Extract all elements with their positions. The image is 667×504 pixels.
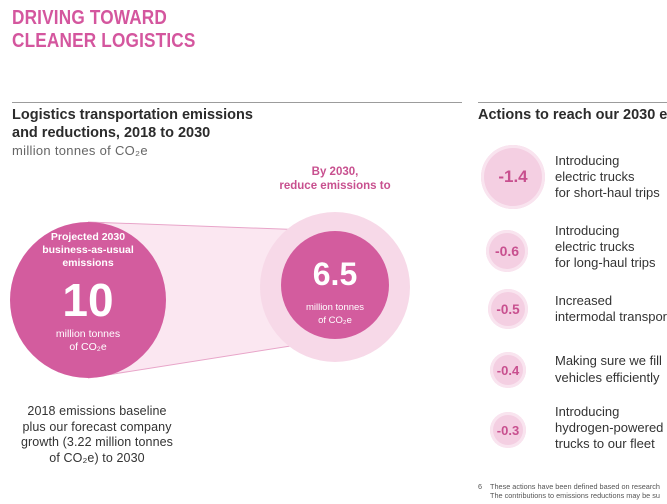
target-emissions-circle [281,231,389,339]
projected-label-line: Projected 2030 [50,231,126,243]
action-description: Increased intermodal transpor [555,293,667,325]
action-description-line: electric trucks [555,169,635,184]
baseline-note-line: plus our forecast company [22,419,172,434]
page-title-line: DRIVING TOWARD [12,7,167,29]
action-description: Introducing hydrogen-powered trucks to o… [555,404,663,452]
section-divider-right [478,102,667,103]
projected-emissions-unit: million tonnes of CO₂e [10,328,166,354]
action-value-circle: -0.5 [488,289,528,329]
action-description-line: for long-haul trips [555,255,656,270]
action-value: -1.4 [498,167,528,186]
projected-label-line: emissions [62,257,114,269]
action-description: Introducing electric trucks for long-hau… [555,223,655,271]
action-description-line: trucks to our fleet [555,436,655,451]
action-value: -0.3 [496,422,520,438]
action-description-line: Introducing [555,153,620,168]
page-title-line: CLEANER LOGISTICS [12,30,196,52]
footnote-text: These actions have been defined based on… [490,482,660,500]
action-value: -0.4 [496,362,520,378]
target-unit-line: of CO₂e [318,315,352,326]
target-caption-line: By 2030, [311,166,359,178]
action-description-line: for short-haul trips [555,185,660,200]
target-emissions-unit: million tonnes of CO₂e [281,301,389,327]
action-description-line: Increased [555,293,613,308]
footnote-line: These actions have been defined based on… [490,482,660,491]
baseline-note-line: growth (3.22 million tonnes [20,435,174,449]
projected-label-line: business-as-usual [42,244,134,256]
projected-emissions-label: Projected 2030 business-as-usual emissio… [10,231,166,270]
heading-line: Logistics transportation emissions [12,107,253,123]
action-value: -0.5 [496,301,520,317]
action-value-circle: -0.3 [490,412,526,448]
projected-unit-line: of CO₂e [69,341,107,353]
target-emissions-value: 6.5 [312,256,358,292]
action-value-circle: -1.4 [481,145,545,209]
projected-unit-line: million tonnes [55,328,121,340]
baseline-note: 2018 emissions baseline plus our forecas… [10,404,184,466]
action-description: Introducing electric trucks for short-ha… [555,153,660,201]
action-description-line: Making sure we fill [555,353,662,368]
action-value-circle: -0.4 [490,352,526,388]
actions-section-heading: Actions to reach our 2030 e [478,107,667,123]
footnote-number: 6 [478,482,483,491]
footnote-line: The contributions to emissions reduction… [490,491,660,500]
heading-line: and reductions, 2018 to 2030 [12,125,211,141]
page-title: DRIVING TOWARD CLEANER LOGISTICS [12,7,196,53]
action-description-line: hydrogen-powered [555,420,664,435]
action-description: Making sure we fill vehicles efficiently [555,353,662,386]
baseline-note-line: 2018 emissions baseline [27,404,167,418]
section-divider-left [12,102,462,103]
baseline-note-line: of CO₂e) to 2030 [49,450,145,465]
emissions-section-heading: Logistics transportation emissions and r… [12,106,253,142]
action-description-line: vehicles efficiently [555,369,660,385]
unit-label: million tonnes of CO₂e [12,143,148,158]
projected-emissions-value: 10 [62,274,114,326]
target-caption: By 2030, reduce emissions to [235,165,435,193]
action-description-line: Introducing [555,223,620,238]
action-description-line: intermodal transpor [555,309,667,324]
action-description-line: Introducing [555,404,620,419]
projected-emissions-circle [10,222,166,378]
action-value-circle: -0.6 [486,230,528,272]
target-unit-line: million tonnes [305,302,365,313]
target-caption-line: reduce emissions to [279,180,391,192]
action-description-line: electric trucks [555,239,635,254]
action-value: -0.6 [494,243,520,259]
